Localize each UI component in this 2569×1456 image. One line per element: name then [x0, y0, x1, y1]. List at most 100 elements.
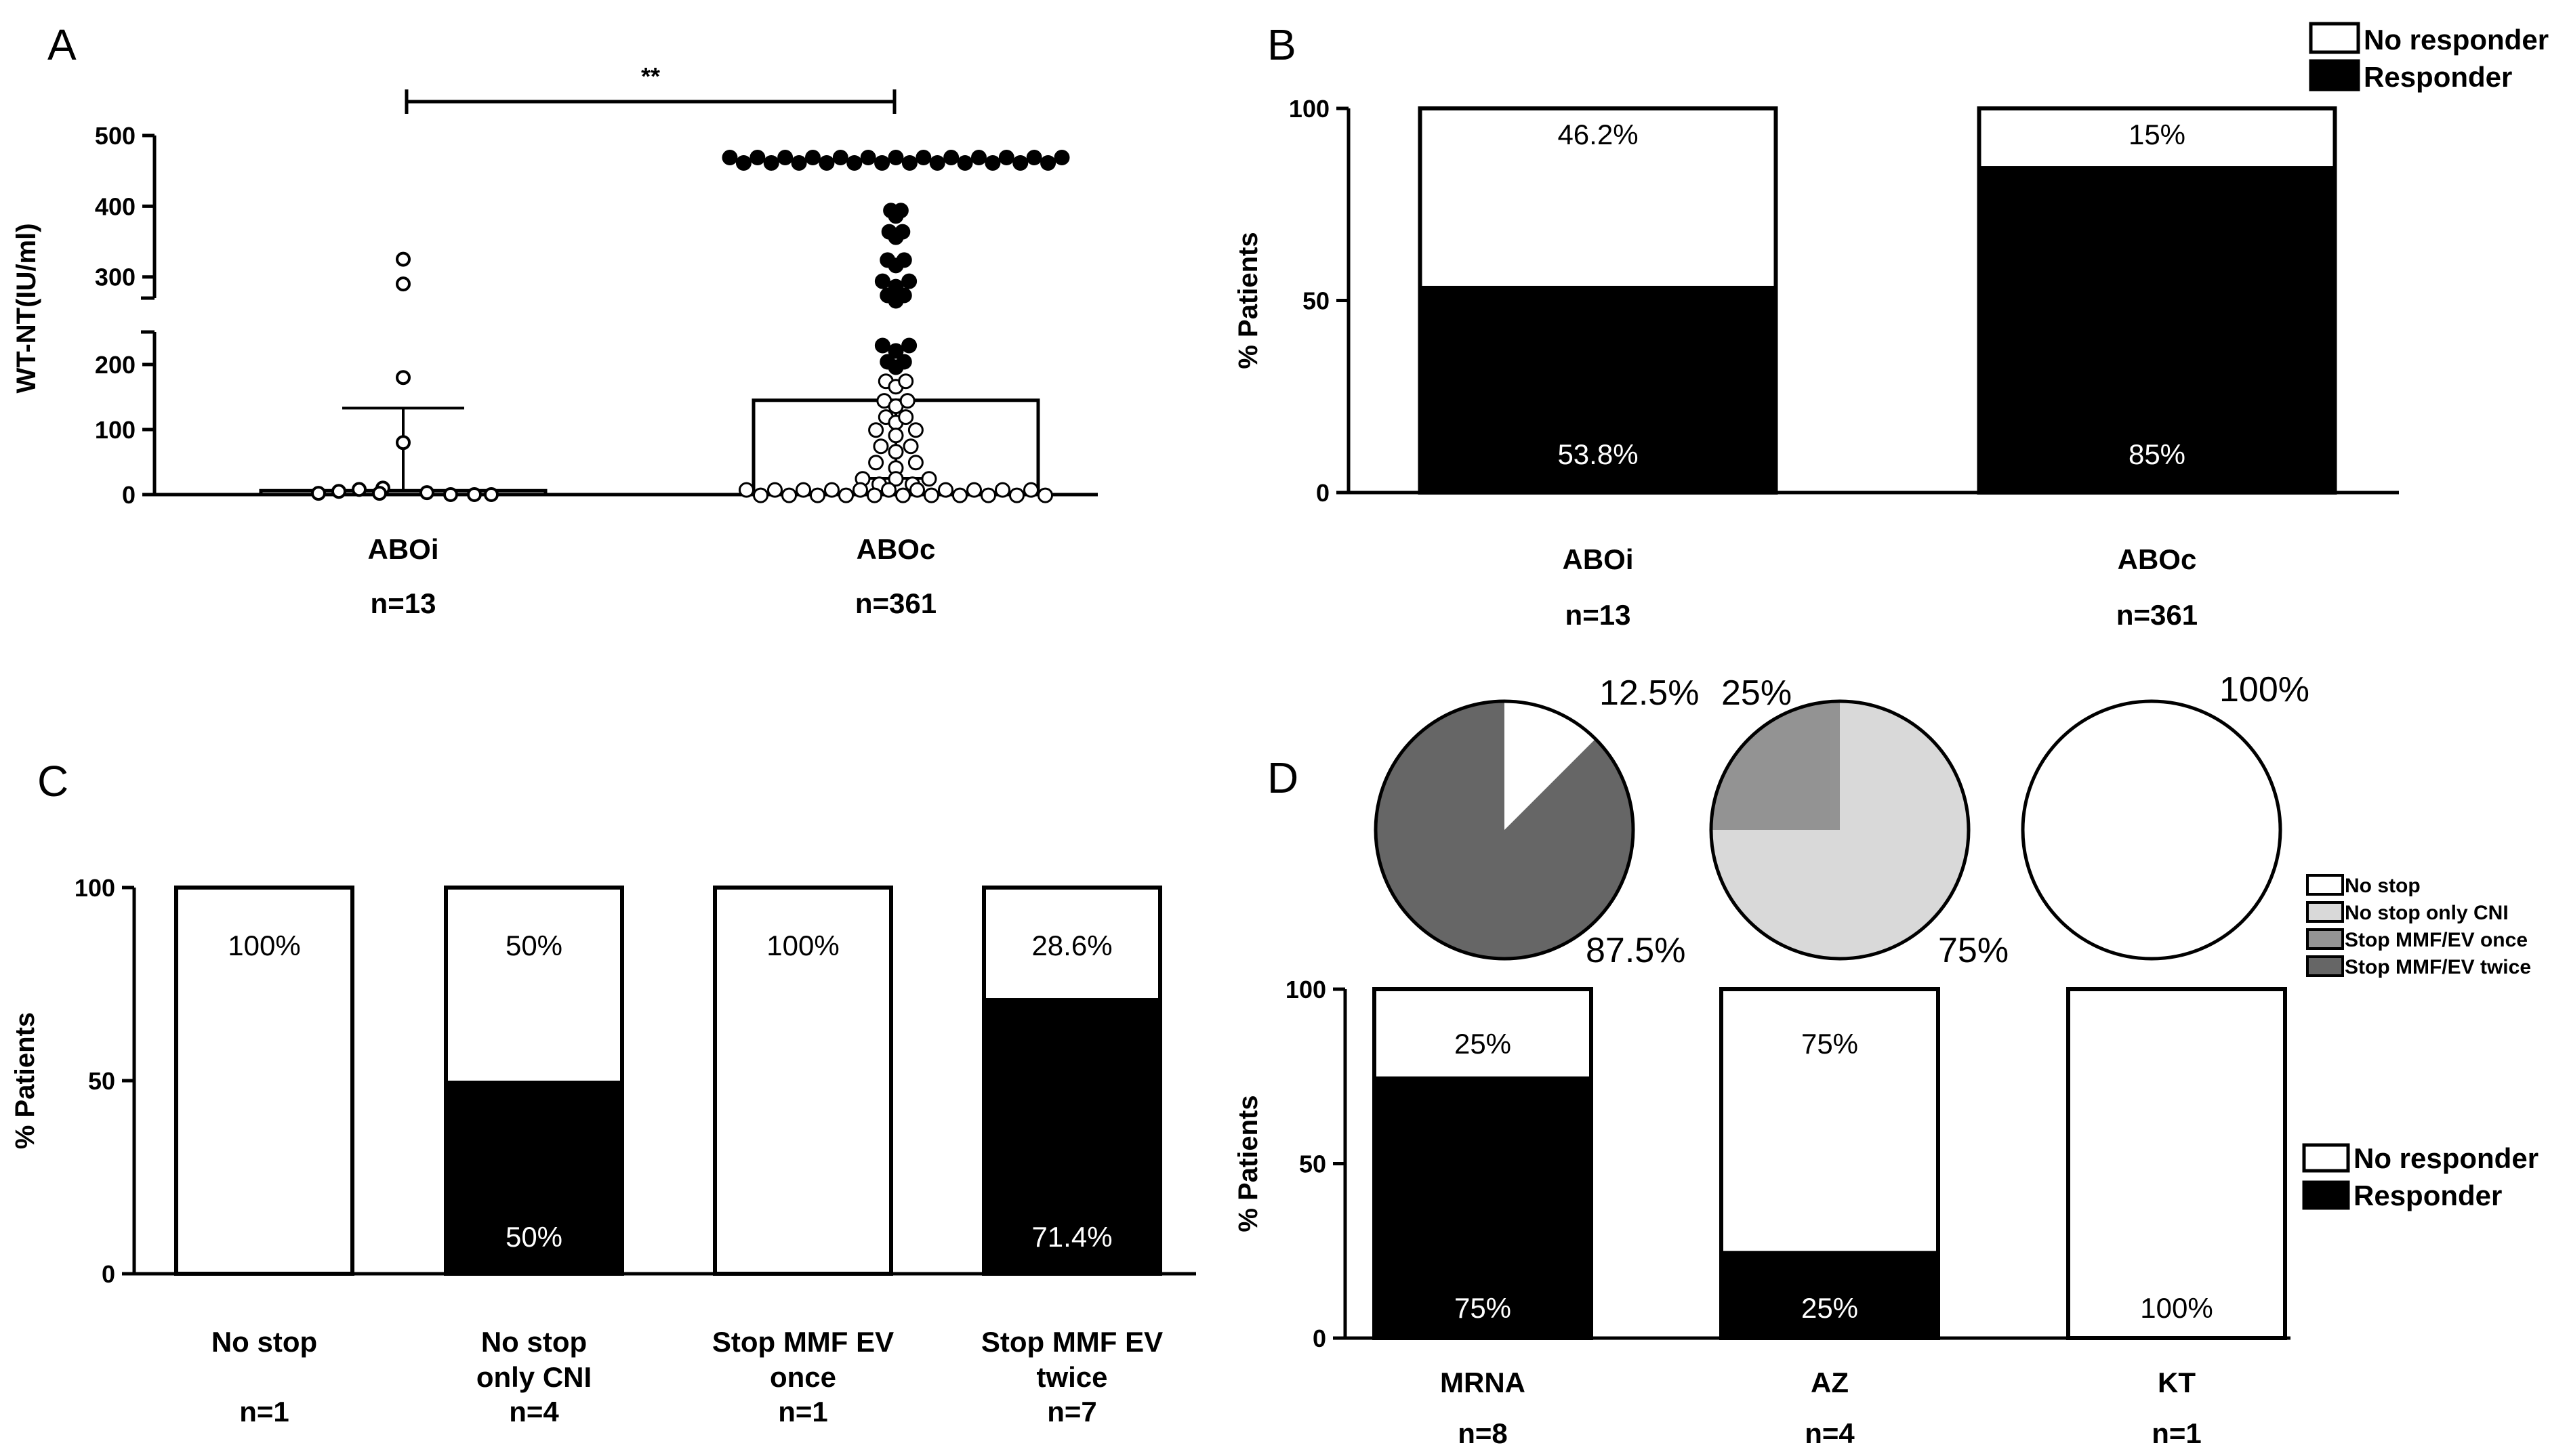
data-point-aboi — [396, 370, 411, 386]
data-point-aboc — [881, 482, 897, 498]
category-label: No stop — [481, 1326, 587, 1358]
data-point-aboc — [909, 482, 925, 498]
bar-segment-no-responder — [2068, 989, 2285, 1338]
category-label: No stop — [211, 1326, 317, 1358]
data-point-aboi — [419, 485, 434, 501]
data-label-responder: 85% — [2129, 438, 2185, 470]
y-tick-label: 0 — [1316, 479, 1330, 507]
data-point-aboc — [805, 150, 821, 166]
legend-swatch-no-responder — [2309, 22, 2360, 54]
data-point-aboc — [810, 487, 825, 503]
data-point-aboc — [888, 343, 904, 359]
bar-segment-no-responder — [715, 888, 891, 1274]
panel-c-stacked-bar: 0 50 100 % Patients 100% No stop n=1 50% 50% No s… — [10, 874, 1196, 1428]
data-point-aboc — [998, 150, 1014, 166]
data-point-aboc — [819, 155, 835, 171]
data-point-aboi — [467, 487, 482, 502]
n-label: n=1 — [2152, 1417, 2202, 1449]
pie-legend-swatch — [2306, 955, 2344, 977]
bar-segment-no-responder — [984, 888, 1160, 999]
data-point-aboc — [852, 482, 868, 498]
data-point-aboc — [966, 482, 982, 498]
y-tick-label: 50 — [88, 1067, 115, 1095]
y-tick-label: 0 — [102, 1260, 115, 1288]
data-point-aboi — [372, 486, 387, 501]
data-point-aboc — [767, 482, 783, 498]
data-point-aboc — [995, 482, 1010, 498]
data-point-aboc — [888, 150, 904, 166]
data-point-aboc — [896, 354, 912, 370]
data-point-aboc — [952, 487, 968, 503]
panel-a-scatter: 0 100 200 300 400 500 WT-NT(IU/ml) ** ABOi n=13 AB… — [12, 62, 1098, 619]
bar-segment-responder — [1721, 1251, 1938, 1338]
legend-label: No responder — [2364, 24, 2549, 56]
category-label: MRNA — [1440, 1367, 1525, 1398]
data-point-aboc — [985, 155, 1001, 171]
y-axis-label: WT-NT(IU/ml) — [12, 223, 41, 393]
n-label: n=1 — [778, 1396, 828, 1428]
category-label: Stop MMF EV — [712, 1326, 894, 1358]
data-point-aboc — [753, 487, 768, 503]
legend-label: No responder — [2354, 1142, 2539, 1174]
data-point-aboi — [443, 487, 458, 502]
data-point-aboc — [907, 455, 924, 471]
data-point-aboc — [981, 487, 996, 503]
data-point-aboc — [739, 482, 754, 498]
bar-outline — [174, 886, 354, 1276]
data-point-aboc — [874, 337, 890, 354]
data-point-aboc — [921, 471, 937, 487]
bar-outline — [444, 886, 624, 1276]
data-point-aboc — [924, 487, 939, 503]
pie-slice — [1711, 701, 1840, 830]
pie-legend-swatch — [2306, 928, 2344, 950]
category-label: once — [770, 1361, 836, 1393]
panel-letter-b: B — [1267, 20, 1296, 69]
data-point-aboc — [1054, 150, 1070, 166]
n-label: n=8 — [1458, 1417, 1508, 1449]
bar-outline — [982, 886, 1162, 1276]
n-label: n=13 — [371, 587, 436, 619]
category-label: KT — [2158, 1367, 2196, 1398]
data-label-no-responder: 100% — [228, 930, 300, 961]
bar-segment-no-responder — [1979, 108, 2335, 167]
data-point-aboc — [1012, 155, 1029, 171]
data-point-aboc — [895, 224, 911, 240]
data-point-aboc — [873, 438, 889, 455]
y-tick-label: 300 — [95, 264, 136, 291]
y-tick-label: 0 — [122, 481, 136, 509]
data-point-aboc — [860, 150, 876, 166]
data-label-no-responder: 46.2% — [1557, 119, 1638, 150]
y-axis-label: % Patients — [10, 1012, 40, 1149]
data-point-aboc — [888, 444, 904, 460]
data-point-aboc — [907, 422, 924, 438]
data-point-aboc — [899, 393, 916, 409]
data-point-aboc — [838, 487, 854, 503]
legend-swatch-responder — [2309, 59, 2360, 91]
pie-outline — [1709, 699, 1971, 961]
n-label: n=361 — [855, 587, 937, 619]
data-point-aboc — [791, 155, 807, 171]
category-label: ABOc — [857, 533, 936, 565]
category-label: ABOi — [368, 533, 439, 565]
data-label-no-responder: 100% — [766, 930, 839, 961]
category-label: AZ — [1811, 1367, 1849, 1398]
data-point-aboc — [896, 252, 912, 268]
data-point-aboi — [396, 251, 411, 267]
pie-slice-label: 25% — [1721, 673, 1792, 713]
data-label-responder: 75% — [1454, 1292, 1511, 1324]
data-point-aboc — [901, 337, 918, 354]
panel-letter-c: C — [37, 757, 68, 806]
y-tick-label: 200 — [95, 351, 136, 379]
panel-letter-d: D — [1267, 753, 1298, 802]
data-point-aboc — [735, 155, 752, 171]
data-label-responder: 53.8% — [1557, 438, 1638, 470]
pie-legend-label: No stop only CNI — [2345, 902, 2509, 924]
data-point-aboc — [868, 455, 884, 471]
data-point-aboc — [763, 155, 779, 171]
y-tick-label: 50 — [1299, 1150, 1326, 1178]
data-point-aboc — [796, 482, 811, 498]
bar-outline — [1372, 987, 1593, 1340]
data-point-aboc — [892, 203, 909, 219]
mean-bar — [259, 488, 548, 497]
n-label: n=4 — [1805, 1417, 1855, 1449]
